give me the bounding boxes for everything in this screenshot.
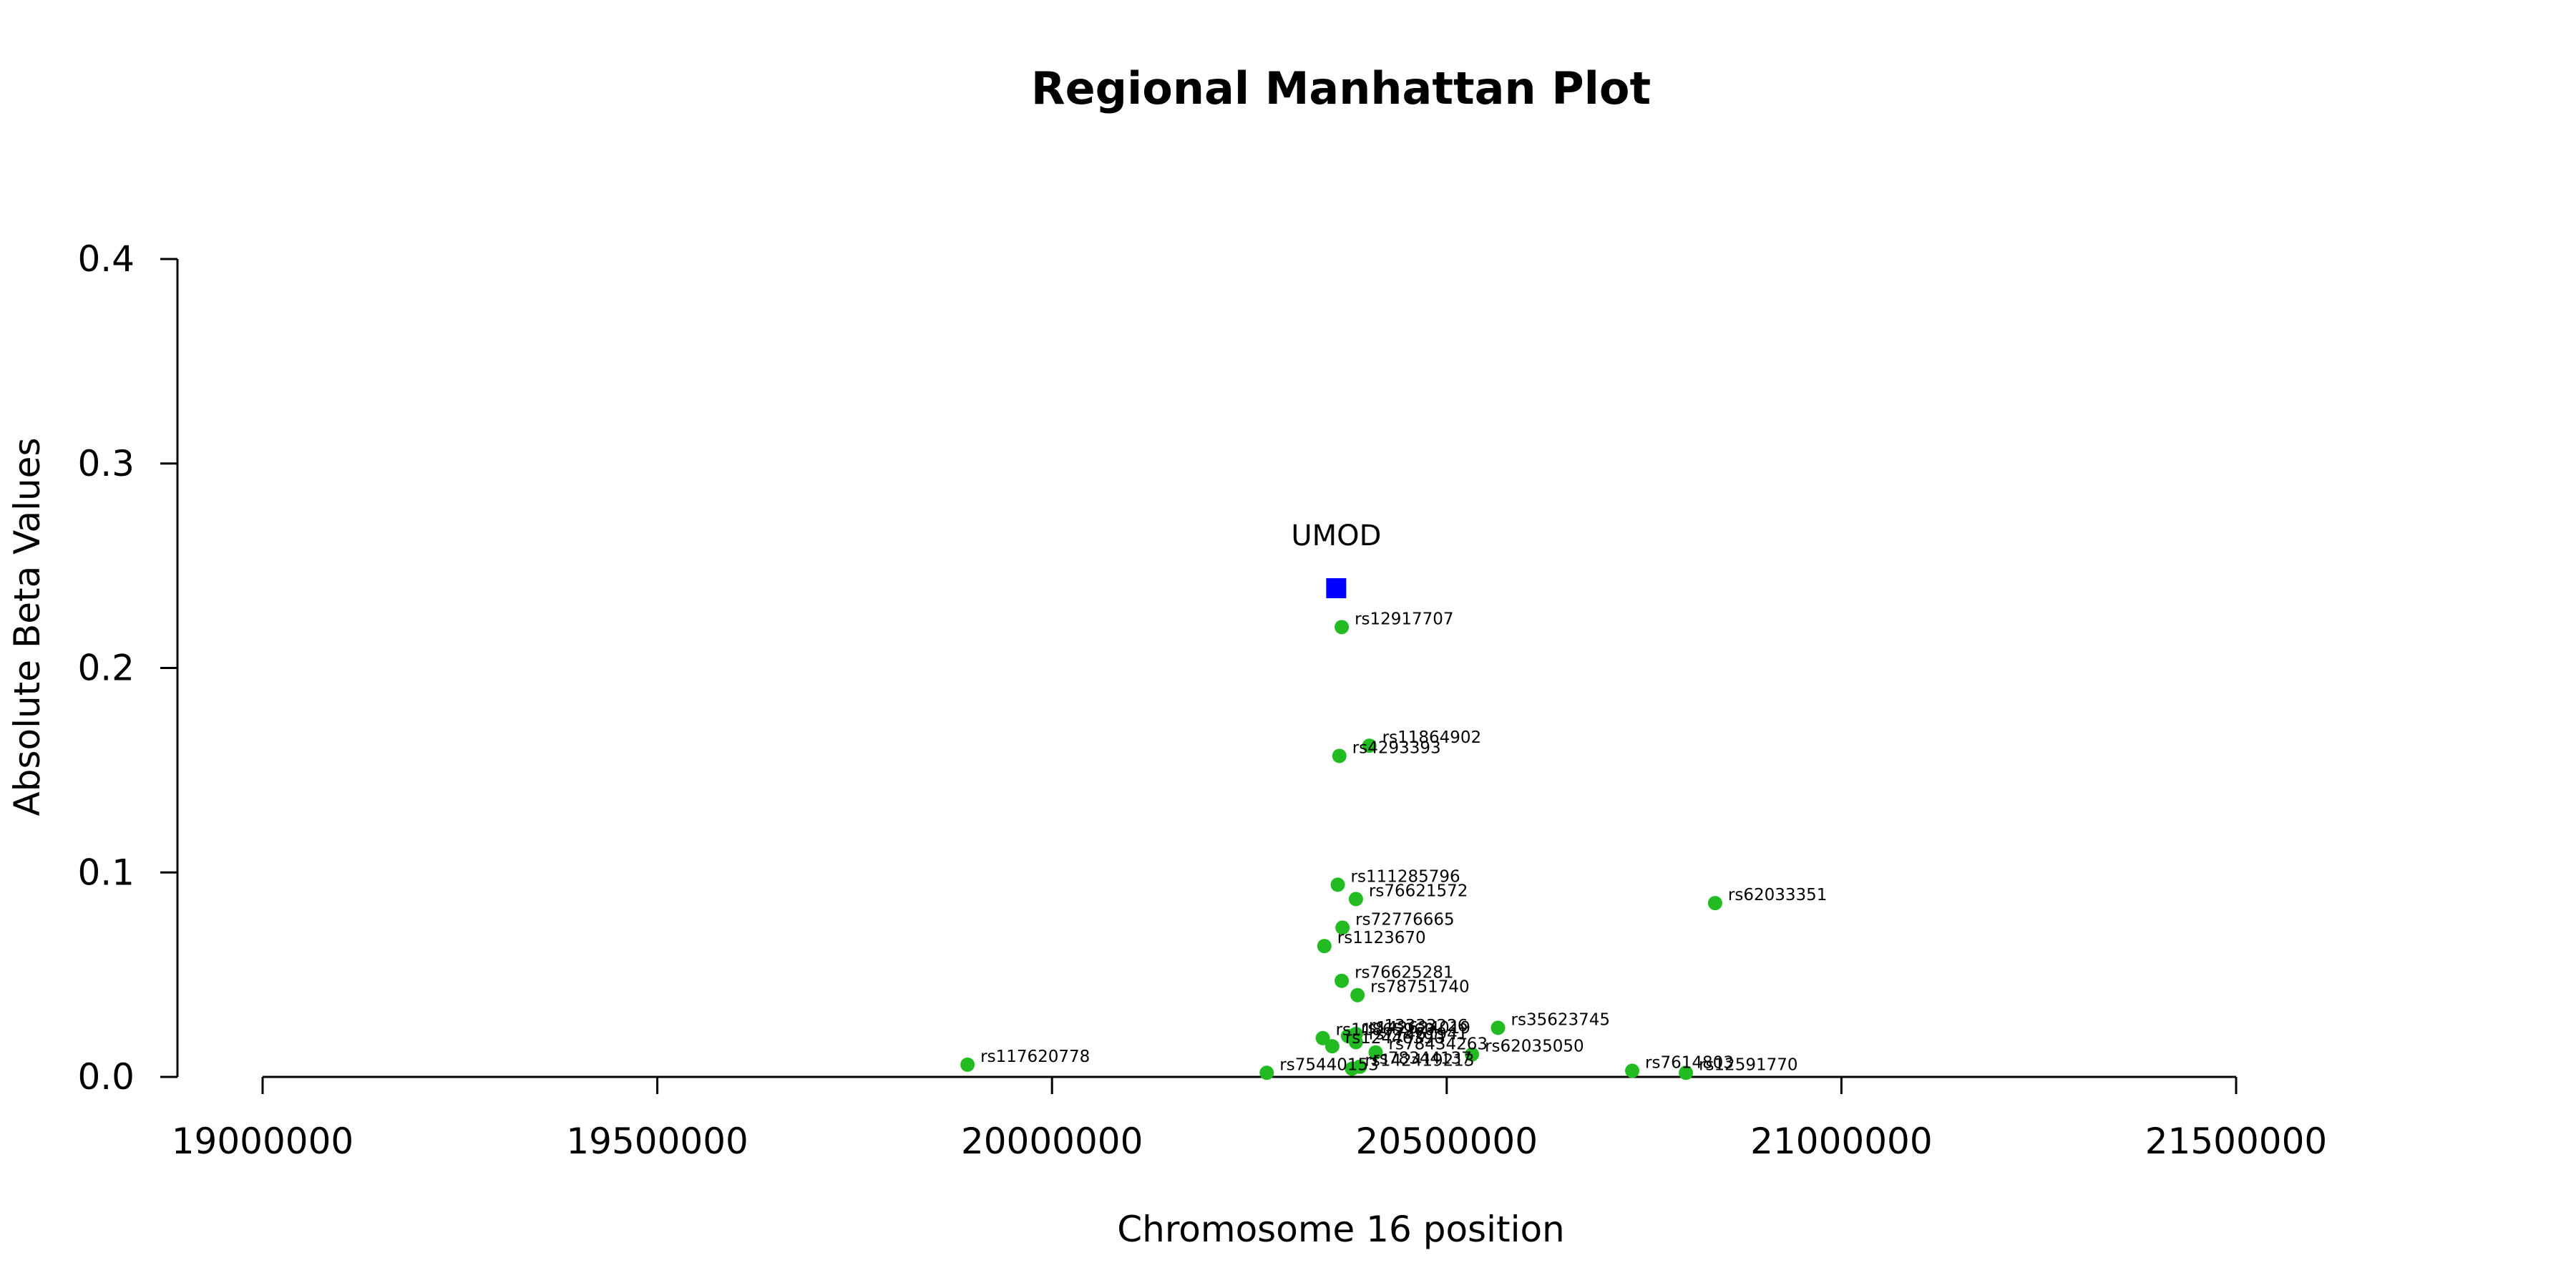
y-tick-label: 0.0 (77, 1056, 135, 1098)
snp-point (1330, 877, 1345, 892)
snp-point (1707, 896, 1722, 911)
snp-label: rs76625281 (1355, 964, 1454, 982)
x-axis-ticks: 19000000 19500000 20000000 20500000 21000000… (172, 1077, 2328, 1162)
snp-point (1362, 738, 1377, 753)
snp-label: rs142419213 (1365, 1052, 1474, 1070)
lead-variant-marker (1326, 578, 1347, 599)
y-tick-label: 0.1 (77, 852, 135, 893)
data-points (960, 620, 1722, 1080)
snp-point (1324, 1039, 1340, 1054)
snp-label: rs78434263 (1389, 1035, 1488, 1054)
snp-point (1345, 1061, 1360, 1076)
snp-label: rs142624019 (1361, 1019, 1470, 1038)
snp-label: rs12917707 (1355, 610, 1454, 628)
snp-point (1332, 748, 1347, 763)
snp-point (1625, 1063, 1640, 1078)
snp-label: rs78344137 (1372, 1050, 1472, 1068)
y-tick-label: 0.2 (77, 648, 135, 689)
snp-point (1348, 1035, 1363, 1050)
snp-label: rs12446390 (1345, 1029, 1445, 1048)
snp-point (1259, 1065, 1274, 1080)
snp-point (1348, 892, 1363, 907)
y-axis-ticks: 0.0 0.1 0.2 0.3 0.4 (77, 238, 177, 1098)
snp-label: rs117620778 (980, 1048, 1090, 1066)
snp-label: rs77461941 (1369, 1025, 1468, 1043)
snp-label: rs62033351 (1728, 886, 1828, 904)
snp-point (1465, 1047, 1480, 1062)
snp-point (960, 1057, 975, 1072)
snp-label: rs11864902 (1382, 728, 1482, 747)
x-tick-label: 20000000 (961, 1121, 1143, 1162)
x-tick-label: 19000000 (172, 1121, 354, 1162)
snp-label: rs13333226 (1369, 1017, 1468, 1035)
y-axis-label: Absolute Beta Values (6, 438, 48, 816)
snp-label: rs62035050 (1485, 1038, 1584, 1056)
snp-point (1368, 1045, 1383, 1060)
y-tick-label: 0.3 (77, 443, 135, 484)
snp-point (1491, 1020, 1506, 1035)
snp-label: rs4293393 (1352, 738, 1441, 757)
snp-point (1317, 939, 1332, 954)
snp-point (1335, 973, 1350, 988)
x-tick-label: 20500000 (1356, 1121, 1538, 1162)
snp-point (1335, 920, 1350, 935)
snp-label: rs75440153 (1279, 1055, 1379, 1074)
snp-label: rs11865960 (1336, 1021, 1435, 1040)
gene-label: UMOD (1291, 519, 1381, 552)
snp-label: rs1123670 (1337, 929, 1426, 947)
snp-label: rs78751740 (1370, 978, 1470, 997)
x-tick-label: 21000000 (1750, 1121, 1933, 1162)
snp-point (1679, 1065, 1694, 1080)
snp-point (1315, 1030, 1330, 1045)
snp-label: rs72776665 (1355, 910, 1455, 929)
x-axis-label: Chromosome 16 position (1117, 1209, 1565, 1250)
x-tick-label: 21500000 (2145, 1121, 2328, 1162)
snp-label: rs76621572 (1369, 882, 1468, 900)
snp-point (1350, 987, 1365, 1002)
y-tick-label: 0.4 (77, 238, 135, 280)
snp-label: rs12591770 (1699, 1055, 1798, 1074)
snp-label: rs111285796 (1351, 867, 1460, 886)
x-tick-label: 19500000 (566, 1121, 748, 1162)
lead-variant-group: UMOD (1291, 519, 1381, 599)
snp-point (1335, 620, 1350, 635)
snp-label: rs35623745 (1511, 1010, 1611, 1029)
chart-title: Regional Manhattan Plot (1031, 62, 1651, 114)
snp-label: rs7614803 (1645, 1053, 1734, 1072)
